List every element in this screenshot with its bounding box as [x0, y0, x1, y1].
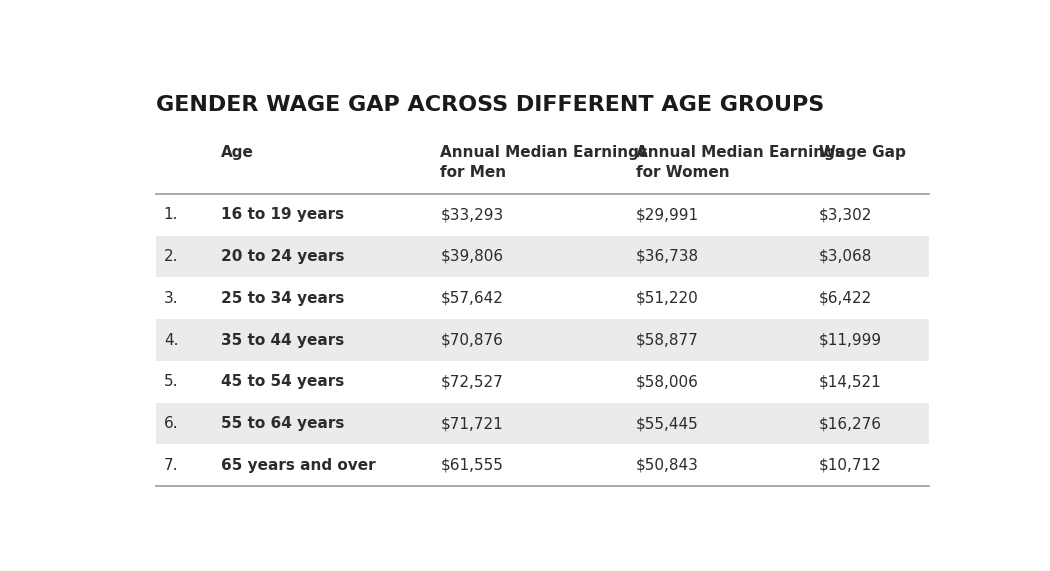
Text: Annual Median Earnings
for Men: Annual Median Earnings for Men — [441, 146, 648, 180]
Text: 6.: 6. — [164, 416, 179, 431]
Text: $11,999: $11,999 — [819, 332, 882, 348]
Text: Annual Median Earnings
for Women: Annual Median Earnings for Women — [635, 146, 843, 180]
Text: $72,527: $72,527 — [441, 374, 503, 389]
Text: $16,276: $16,276 — [819, 416, 882, 431]
Text: $33,293: $33,293 — [441, 207, 504, 222]
Bar — [155, 403, 929, 444]
Text: 25 to 34 years: 25 to 34 years — [220, 291, 344, 305]
Text: Wage Gap: Wage Gap — [819, 146, 906, 160]
Bar — [155, 444, 929, 486]
Text: $61,555: $61,555 — [441, 458, 503, 473]
Text: $6,422: $6,422 — [819, 291, 873, 305]
Text: $58,877: $58,877 — [635, 332, 698, 348]
Bar — [155, 236, 929, 278]
Text: 45 to 54 years: 45 to 54 years — [220, 374, 344, 389]
Text: 7.: 7. — [164, 458, 179, 473]
Bar — [155, 361, 929, 403]
Text: 3.: 3. — [164, 291, 179, 305]
Text: 55 to 64 years: 55 to 64 years — [220, 416, 344, 431]
Text: $3,302: $3,302 — [819, 207, 873, 222]
Text: 2.: 2. — [164, 249, 179, 264]
Text: 4.: 4. — [164, 332, 179, 348]
Bar — [155, 319, 929, 361]
Text: $70,876: $70,876 — [441, 332, 503, 348]
Text: $36,738: $36,738 — [635, 249, 699, 264]
Text: $58,006: $58,006 — [635, 374, 698, 389]
Text: $51,220: $51,220 — [635, 291, 698, 305]
Text: $55,445: $55,445 — [635, 416, 698, 431]
Text: 65 years and over: 65 years and over — [220, 458, 376, 473]
Text: 5.: 5. — [164, 374, 179, 389]
Text: $57,642: $57,642 — [441, 291, 503, 305]
Text: 35 to 44 years: 35 to 44 years — [220, 332, 344, 348]
Bar — [155, 194, 929, 236]
Text: $71,721: $71,721 — [441, 416, 503, 431]
Text: $10,712: $10,712 — [819, 458, 882, 473]
Text: $14,521: $14,521 — [819, 374, 882, 389]
Text: $29,991: $29,991 — [635, 207, 699, 222]
Text: 1.: 1. — [164, 207, 179, 222]
Text: Age: Age — [220, 146, 254, 160]
Text: $3,068: $3,068 — [819, 249, 873, 264]
Text: $39,806: $39,806 — [441, 249, 504, 264]
Text: $50,843: $50,843 — [635, 458, 698, 473]
Text: 16 to 19 years: 16 to 19 years — [220, 207, 344, 222]
Text: 20 to 24 years: 20 to 24 years — [220, 249, 344, 264]
Text: GENDER WAGE GAP ACROSS DIFFERENT AGE GROUPS: GENDER WAGE GAP ACROSS DIFFERENT AGE GRO… — [155, 95, 824, 115]
Bar — [155, 278, 929, 319]
